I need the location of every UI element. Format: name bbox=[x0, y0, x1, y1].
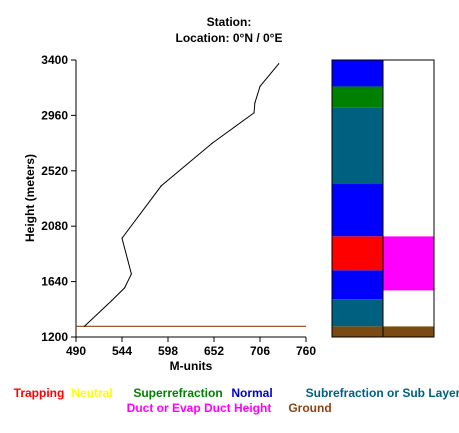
station-title: Station: bbox=[207, 15, 252, 29]
profile-point bbox=[253, 112, 255, 114]
legend-item-neutral: Neutral bbox=[71, 386, 112, 400]
layer-segment-none bbox=[383, 60, 434, 237]
y-tick-label: 1200 bbox=[41, 330, 68, 344]
y-tick-label: 2520 bbox=[41, 164, 68, 178]
plot-layer: 490 544 598 652 706 760 1200 1640 2080 2520 2960 34… bbox=[41, 53, 316, 358]
legend-item-subrefraction-or-sub-layer: Subrefraction or Sub Layer bbox=[306, 386, 459, 400]
legend-item-superrefraction: Superrefraction bbox=[133, 386, 222, 400]
legend-item-duct-or-evap-duct-height: Duct or Evap Duct Height bbox=[127, 401, 272, 415]
profile-point bbox=[83, 325, 86, 327]
layer-columns bbox=[331, 59, 435, 338]
y-tick-label: 2960 bbox=[41, 108, 68, 122]
profile-point bbox=[121, 237, 123, 239]
m-unit-profile-line bbox=[84, 63, 280, 327]
layer-segment-duct-or-evap-duct-height bbox=[383, 236, 434, 291]
layer-segment-subrefraction-or-sub-layer bbox=[332, 299, 383, 327]
layer-segment-ground bbox=[332, 326, 383, 337]
x-tick-label: 760 bbox=[296, 344, 316, 358]
x-tick-label: 598 bbox=[158, 344, 178, 358]
legend: Trapping Neutral Superrefraction Normal Subr… bbox=[14, 386, 459, 415]
legend-item-normal: Normal bbox=[231, 386, 272, 400]
layer-segment-ground bbox=[383, 326, 434, 337]
profile-point bbox=[278, 63, 280, 65]
profile-point bbox=[259, 85, 261, 88]
layer-segment-trapping bbox=[332, 236, 383, 271]
layer-segment-normal bbox=[332, 60, 383, 87]
y-tick-label: 3400 bbox=[41, 53, 68, 67]
x-tick-label: 544 bbox=[112, 344, 132, 358]
layer-segment-normal bbox=[332, 184, 383, 237]
y-tick-label: 2080 bbox=[41, 219, 68, 233]
legend-item-ground: Ground bbox=[288, 401, 331, 415]
profile-point bbox=[130, 273, 132, 275]
layer-column-border bbox=[382, 59, 435, 338]
x-axis-label: M-units bbox=[170, 359, 213, 373]
x-tick-label: 490 bbox=[66, 344, 86, 358]
profile-point bbox=[211, 142, 213, 144]
y-axis-label: Height (meters) bbox=[23, 154, 37, 242]
location-title: Location: 0°N / 0°E bbox=[176, 31, 283, 45]
layer-segment-superrefraction bbox=[332, 86, 383, 108]
profile-point bbox=[123, 287, 126, 289]
layer-segment-none bbox=[383, 290, 434, 327]
layer-segment-subrefraction-or-sub-layer bbox=[332, 107, 383, 185]
profile-point bbox=[160, 185, 162, 187]
x-tick-label: 652 bbox=[204, 344, 224, 358]
x-tick-label: 706 bbox=[250, 344, 270, 358]
legend-item-trapping: Trapping bbox=[14, 386, 65, 400]
layer-segment-normal bbox=[332, 270, 383, 300]
y-tick-label: 1640 bbox=[41, 275, 68, 289]
profile-point bbox=[254, 102, 256, 104]
profile-point bbox=[111, 299, 113, 302]
